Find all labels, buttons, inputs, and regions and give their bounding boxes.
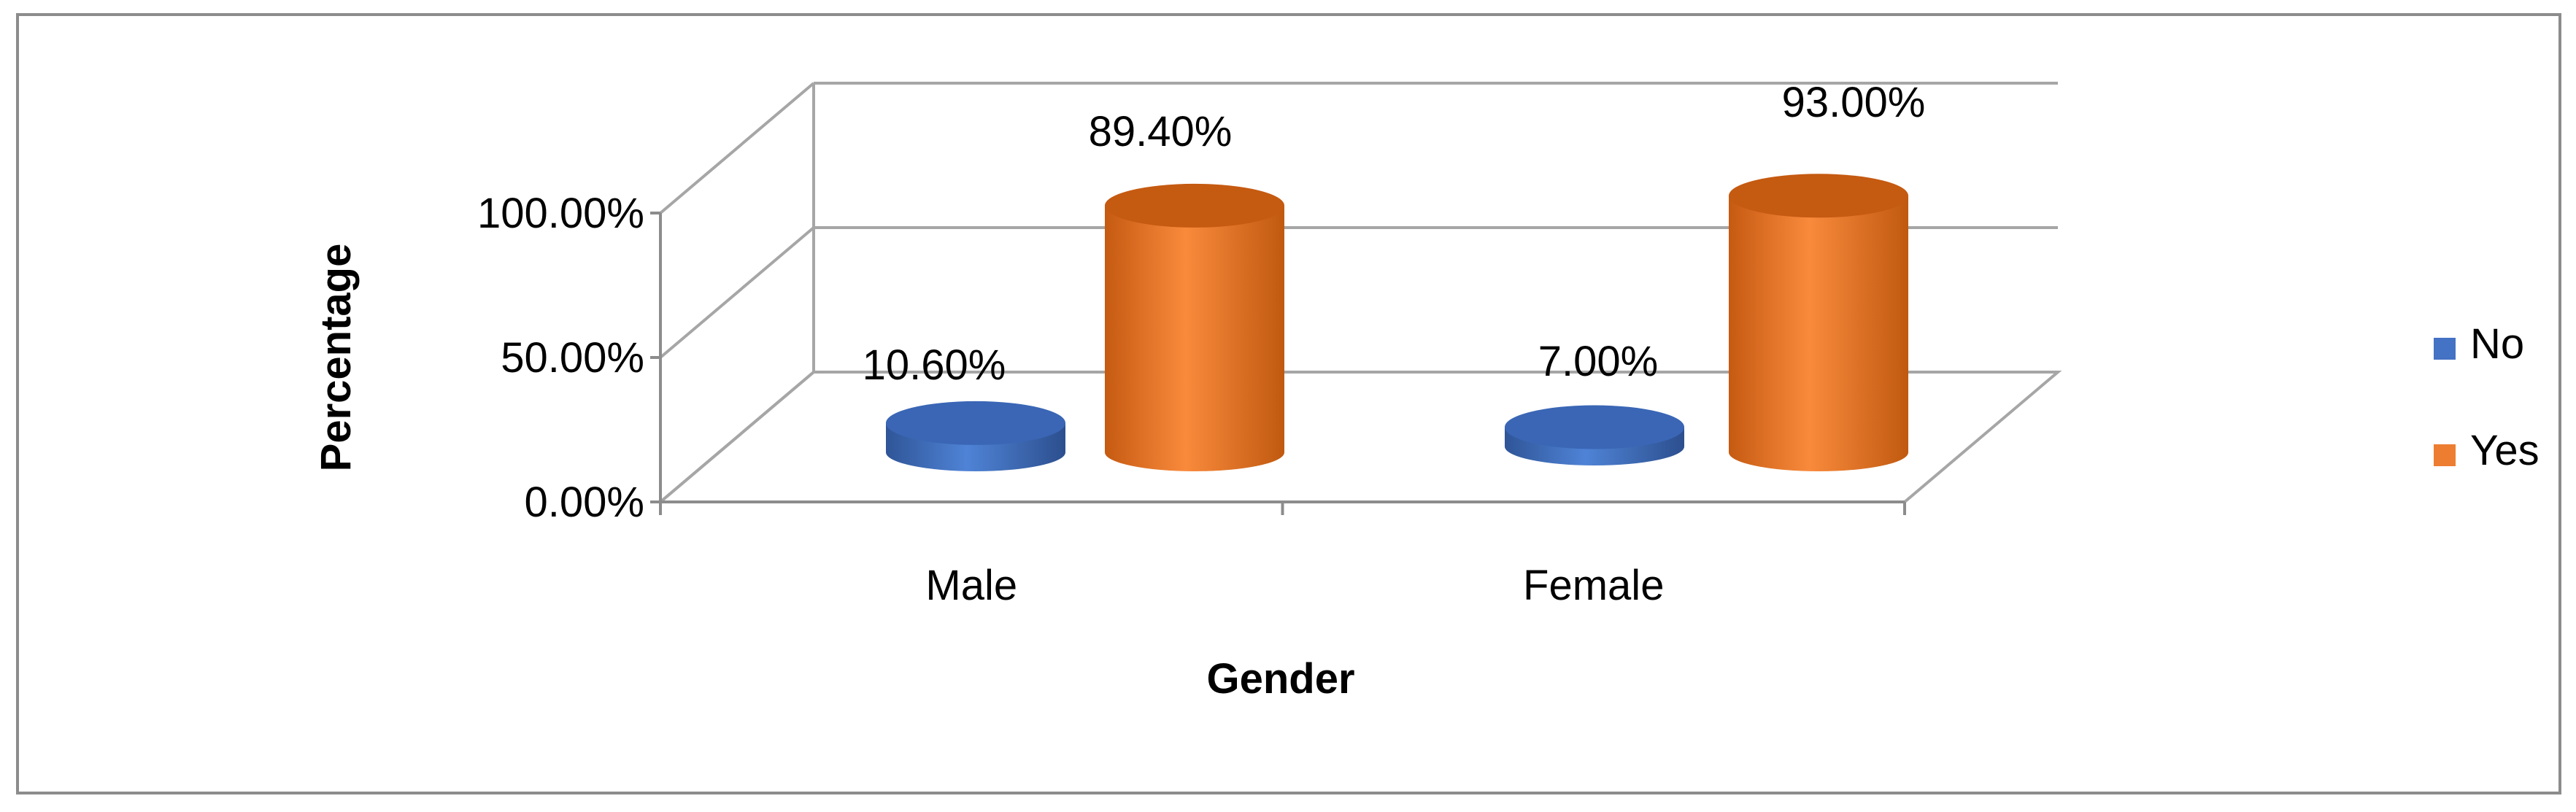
y-axis-title: Percentage [312,244,360,472]
legend-label-yes: Yes [2470,427,2540,474]
legend-swatch-yes [2434,444,2456,466]
chart-frame [16,13,2561,794]
x-axis: Male Female [659,500,1906,609]
plot-bars [886,174,1908,471]
bar-top-no-female [1505,405,1684,449]
y-tick-label: 0.00% [525,479,644,526]
bar-top-yes-male [1105,183,1284,228]
data-label: 89.40% [1089,108,1233,155]
bar-yes-female [1729,196,1908,471]
data-labels: 10.60% 89.40% 7.00% 93.00% [863,79,1926,389]
legend: No Yes [2434,320,2540,474]
legend-swatch-no [2434,338,2456,360]
y-tick-label: 100.00% [477,190,644,237]
data-label: 10.60% [863,341,1006,389]
x-axis-title: Gender [1206,655,1354,703]
x-category-label: Female [1523,562,1664,609]
bar-top-yes-female [1729,174,1908,218]
bar-top-no-male [886,401,1065,445]
x-category-label: Male [925,562,1017,609]
data-label: 93.00% [1782,79,1926,126]
side-gridline [659,226,815,359]
side-gridline [659,82,815,214]
data-label: 7.00% [1538,338,1658,385]
y-tick-label: 50.00% [501,334,644,382]
bar-yes-male [1105,205,1284,471]
legend-label-no: No [2470,320,2524,368]
y-axis: 0.00% 50.00% 100.00% [477,190,662,526]
